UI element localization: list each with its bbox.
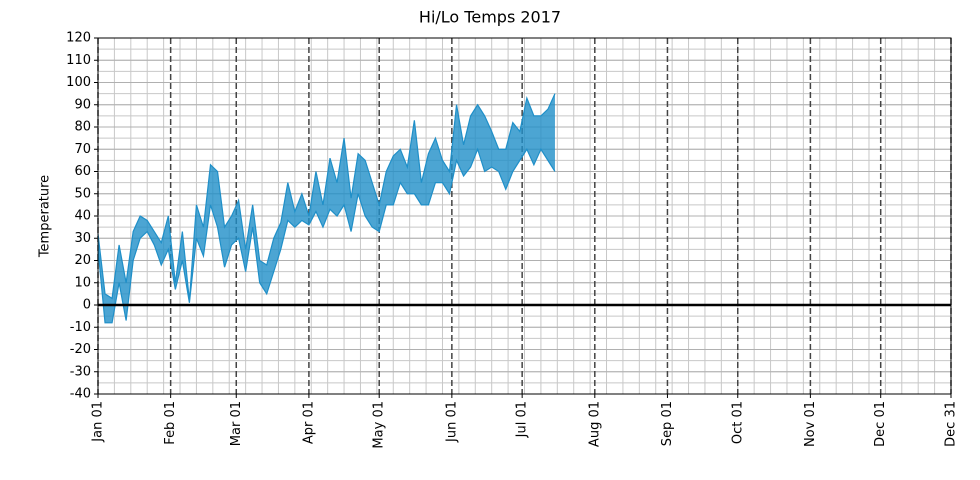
plot-frame bbox=[97, 37, 952, 395]
x-tick-label: Sep 01 bbox=[660, 401, 675, 446]
temperature-line bbox=[97, 147, 556, 324]
y-tick-label: 10 bbox=[74, 275, 91, 290]
y-tick-label: -10 bbox=[70, 320, 91, 335]
y-tick-label: 90 bbox=[74, 97, 91, 112]
temperature-line bbox=[97, 93, 556, 301]
x-tick-label: Jan 01 bbox=[91, 401, 106, 443]
y-tick-label: 40 bbox=[74, 209, 91, 224]
y-tick-label: 100 bbox=[66, 75, 91, 90]
y-axis-label: Temperature bbox=[38, 175, 53, 258]
y-tick-label: 120 bbox=[66, 31, 91, 46]
x-tick-label: Apr 01 bbox=[301, 401, 316, 444]
x-tick-label: May 01 bbox=[372, 401, 387, 449]
y-tick-label: 60 bbox=[74, 164, 91, 179]
y-tick-label: -20 bbox=[70, 342, 91, 357]
y-tick-label: 20 bbox=[74, 253, 91, 268]
y-tick-label: 110 bbox=[66, 53, 91, 68]
x-tick-label: Oct 01 bbox=[730, 401, 745, 444]
x-tick-label: Aug 01 bbox=[587, 401, 602, 447]
x-tick-label: Feb 01 bbox=[163, 401, 178, 445]
y-tick-label: 0 bbox=[83, 298, 91, 313]
y-tick-label: 30 bbox=[74, 231, 91, 246]
x-tick-label: Dec 01 bbox=[873, 401, 888, 447]
y-tick-label: 80 bbox=[74, 120, 91, 135]
x-tick-label: Jun 01 bbox=[444, 401, 459, 443]
x-tick-label: Nov 01 bbox=[803, 401, 818, 447]
y-tick-label: 50 bbox=[74, 186, 91, 201]
x-tick-label: Dec 31 bbox=[944, 401, 959, 447]
y-tick-label: -30 bbox=[70, 364, 91, 379]
temperature-band bbox=[98, 93, 555, 323]
chart-title: Hi/Lo Temps 2017 bbox=[419, 8, 561, 27]
x-tick-label: Mar 01 bbox=[229, 401, 244, 446]
y-tick-label: -40 bbox=[70, 387, 91, 402]
y-tick-label: 70 bbox=[74, 142, 91, 157]
x-tick-label: Jul 01 bbox=[515, 401, 530, 438]
